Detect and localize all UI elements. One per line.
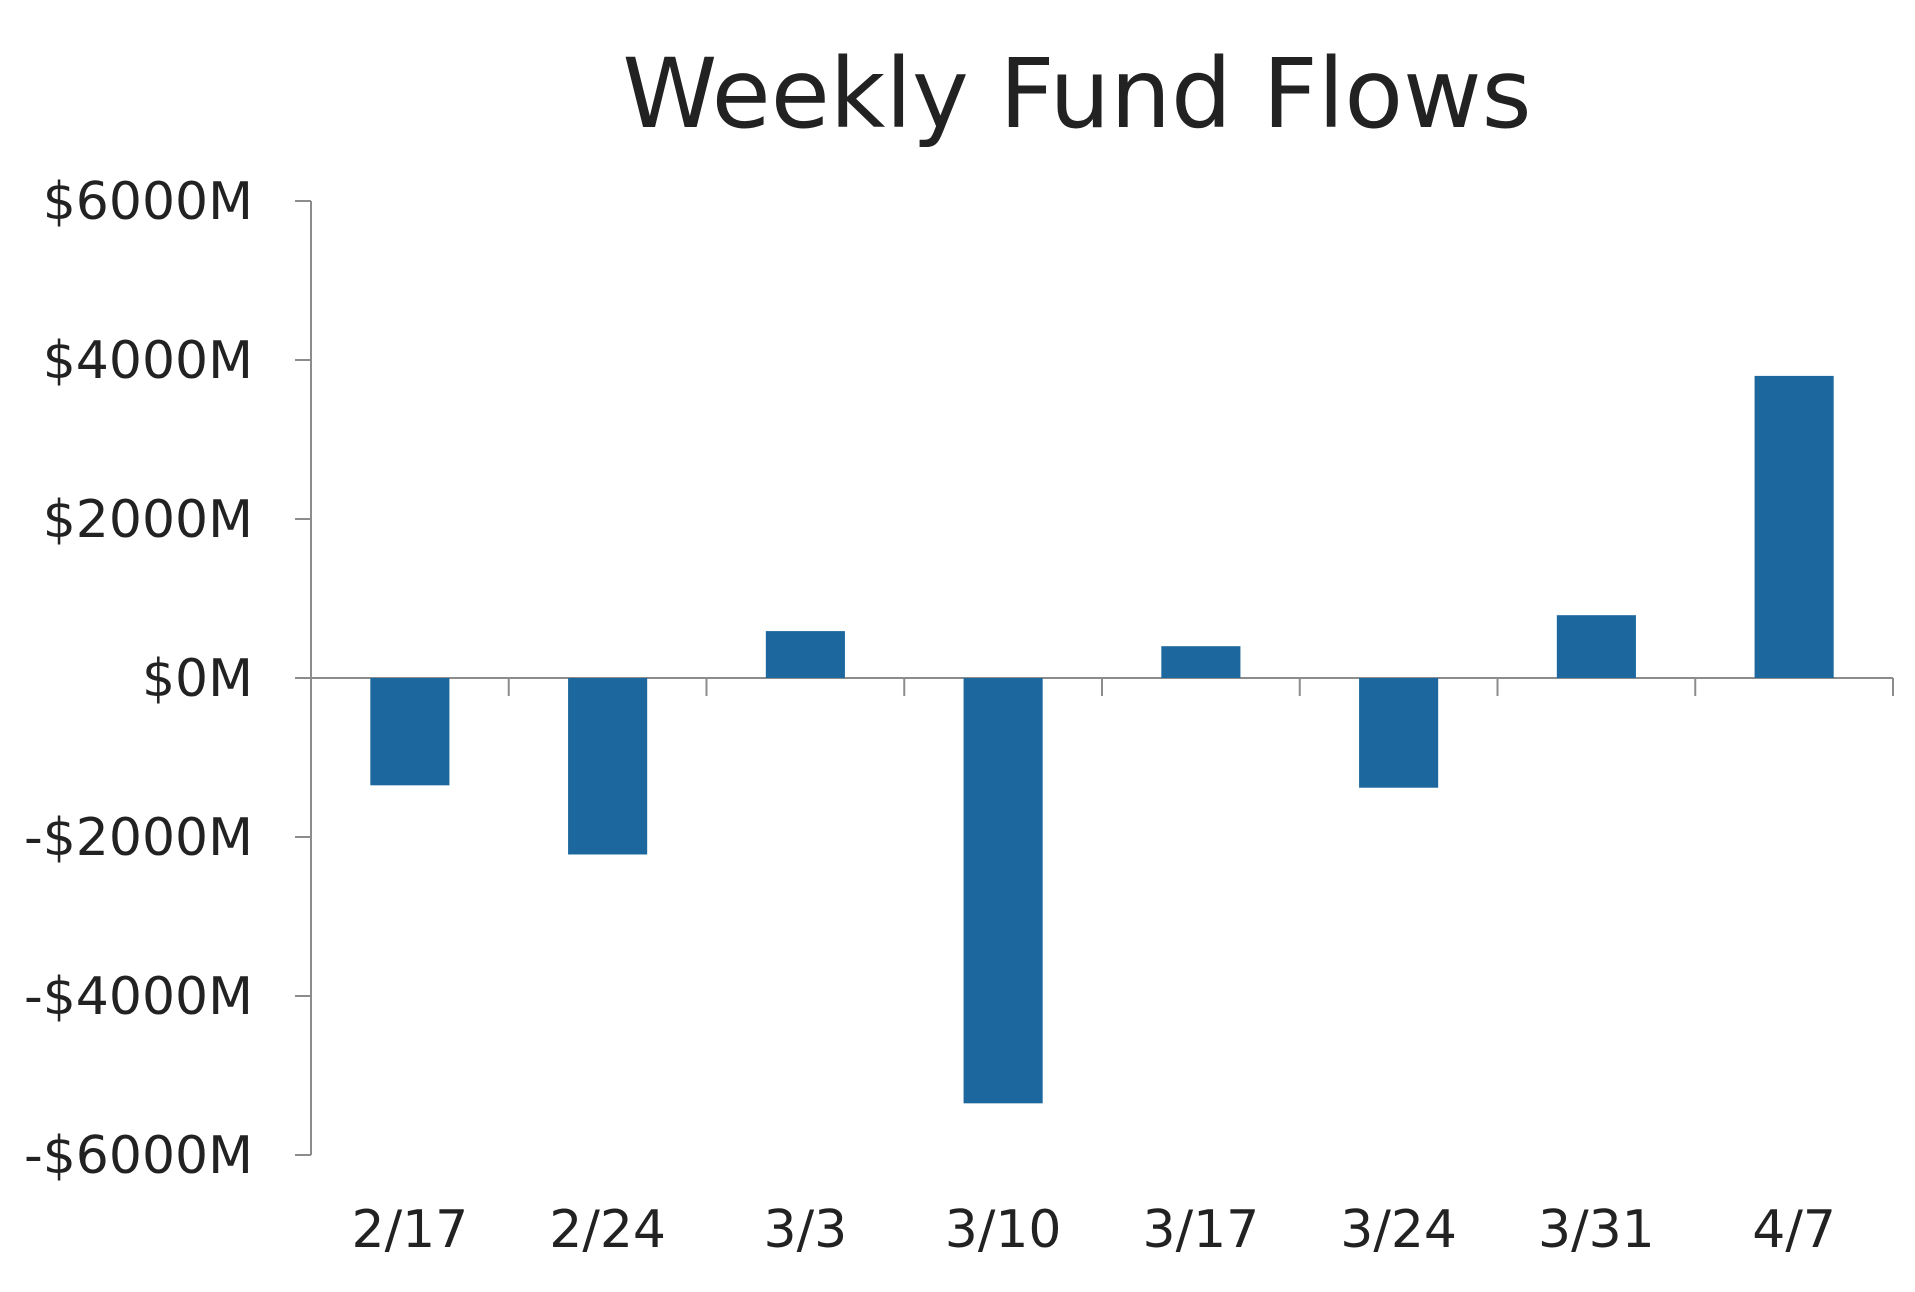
bar-3-10 bbox=[963, 678, 1043, 1104]
x-tick-label: 3/17 bbox=[1142, 1200, 1259, 1260]
y-tick-label: -$4000M bbox=[24, 967, 253, 1027]
x-axis: 2/17 2/24 3/3 3/10 3/17 3/24 3/31 4/7 bbox=[311, 677, 1894, 1260]
x-tick-label: 3/31 bbox=[1538, 1200, 1655, 1260]
bar-3-3 bbox=[765, 631, 845, 678]
x-tick-label: 4/7 bbox=[1752, 1200, 1836, 1260]
bar-2-24 bbox=[568, 678, 648, 855]
bar-3-17 bbox=[1161, 646, 1241, 678]
y-tick-label: $0M bbox=[142, 649, 253, 709]
y-tick-label: $2000M bbox=[43, 490, 253, 550]
bars bbox=[370, 375, 1834, 1104]
bar-3-31 bbox=[1556, 615, 1636, 678]
x-tick-label: 3/3 bbox=[764, 1200, 848, 1260]
y-tick-label: -$2000M bbox=[24, 808, 253, 868]
x-tick-label: 2/24 bbox=[549, 1200, 666, 1260]
bar-2-17 bbox=[370, 678, 450, 786]
bar-4-7 bbox=[1754, 375, 1834, 678]
y-tick-label: $4000M bbox=[43, 331, 253, 391]
x-tick-label: 3/24 bbox=[1340, 1200, 1457, 1260]
x-tick-label: 2/17 bbox=[351, 1200, 468, 1260]
y-axis: $6000M $4000M $2000M $0M -$2000M -$4000M -$600… bbox=[24, 172, 312, 1186]
y-tick-label: $6000M bbox=[43, 172, 253, 232]
chart-title: Weekly Fund Flows bbox=[622, 38, 1531, 150]
bar-3-24 bbox=[1359, 678, 1439, 788]
y-tick-label: -$6000M bbox=[24, 1126, 253, 1186]
x-tick-label: 3/10 bbox=[945, 1200, 1062, 1260]
